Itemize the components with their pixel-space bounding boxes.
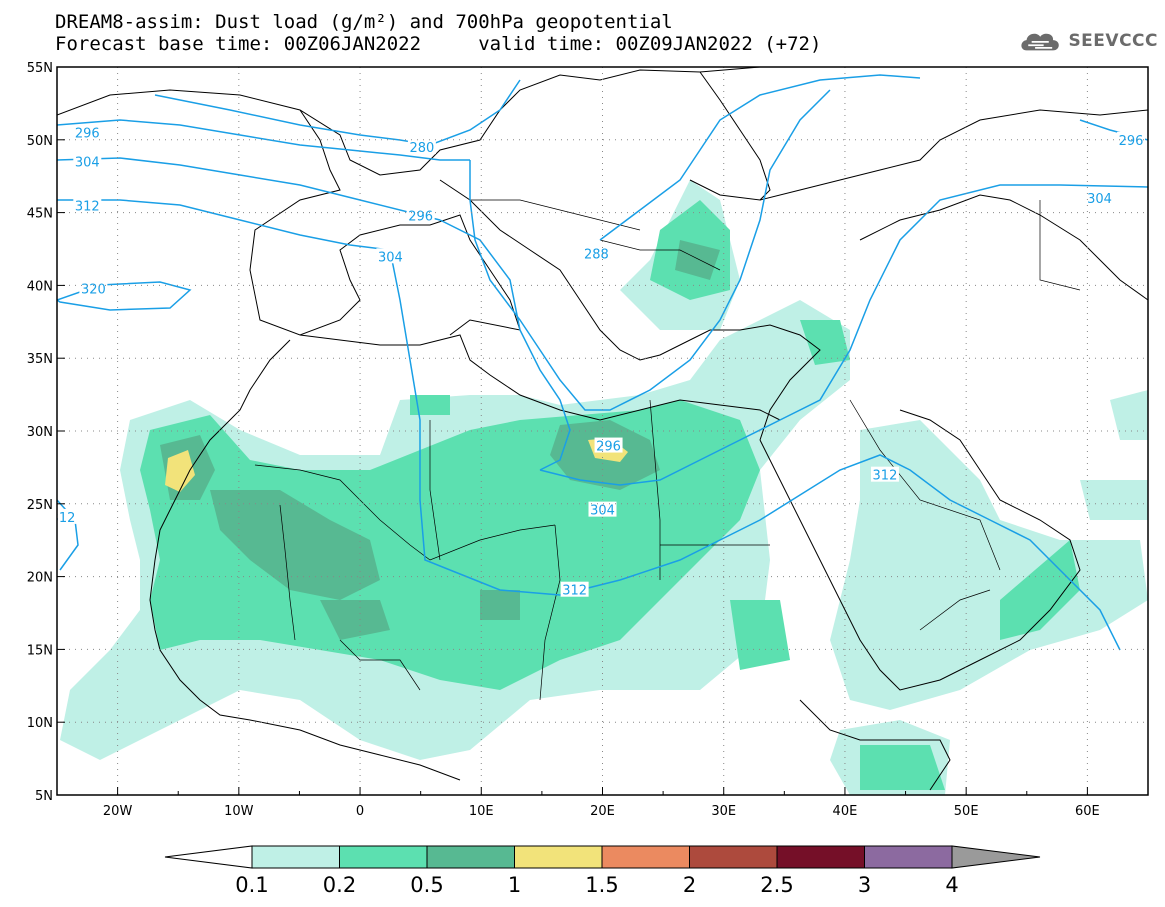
lat-tick-label: 25N <box>27 498 53 513</box>
contour-label: 320 <box>81 282 106 297</box>
lat-tick-label: 10N <box>27 716 53 731</box>
contour-label: 304 <box>75 156 100 171</box>
lat-tick-label: 50N <box>27 134 53 149</box>
contour-label-bg <box>73 197 102 213</box>
colorbar-under-arrow <box>164 845 253 869</box>
map-axes: 20W 10W 0 10E 20E 30E 40E 50E 60E 55N 50N 45N 40N 35N… <box>27 61 1149 819</box>
colorbar-over-arrow <box>951 845 1041 869</box>
colorbar-swatch <box>251 845 340 869</box>
lat-tick-label: 35N <box>27 352 53 367</box>
lat-tick-label: 40N <box>27 279 53 294</box>
colorbar-swatch <box>601 845 690 869</box>
contour-label-bg <box>870 466 899 482</box>
contour-label: 288 <box>584 247 609 262</box>
contour-label-bg <box>582 245 611 261</box>
colorbar-swatch <box>426 845 515 869</box>
seevccc-logo: SEEVCCC <box>1018 25 1158 57</box>
colorbar-tick-label: 1.5 <box>585 873 618 897</box>
cloud-icon <box>1021 33 1059 51</box>
colorbar-tick-label: 2.5 <box>760 873 793 897</box>
contour-label: 304 <box>378 250 403 265</box>
colorbar-tick-label: 3 <box>858 873 871 897</box>
colorbar-tick-label: 1 <box>508 873 521 897</box>
lon-tick-label: 10E <box>469 804 494 819</box>
contour-label-bg <box>407 139 436 155</box>
contour-label: 296 <box>1119 134 1144 149</box>
lon-tick-label: 20W <box>103 804 133 819</box>
contour-label-bg <box>73 153 102 169</box>
lon-tick-label: 0 <box>356 804 364 819</box>
lat-tick-label: 30N <box>27 425 53 440</box>
contour-label: 304 <box>1087 192 1112 207</box>
coastlines <box>57 67 1148 791</box>
colorbar-swatch <box>514 845 603 869</box>
lon-tick-label: 50E <box>954 804 979 819</box>
country-borders <box>254 199 1081 701</box>
contour-label: 312 <box>562 584 587 599</box>
logo-text: SEEVCCC <box>1068 31 1158 51</box>
contour-label-bg <box>594 437 623 453</box>
colorbar-swatch <box>776 845 865 869</box>
contour-label-bg <box>73 124 102 140</box>
colorbar: 0.1 0.2 0.5 1 1.5 2 2.5 3 4 <box>164 845 1041 897</box>
map-title-line2: Forecast base time: 00Z06JAN2022 valid t… <box>55 33 822 55</box>
colorbar-tick-label: 2 <box>683 873 696 897</box>
colorbar-tick-label: 0.1 <box>235 873 268 897</box>
lon-tick-label: 20E <box>590 804 615 819</box>
colorbar-swatch <box>339 845 428 869</box>
contour-label-bg <box>1085 190 1114 206</box>
colorbar-tick-label: 0.2 <box>323 873 356 897</box>
lon-tick-label: 60E <box>1075 804 1100 819</box>
colorbar-swatch <box>689 845 778 869</box>
contour-label: 280 <box>409 141 434 156</box>
lon-tick-label: 30E <box>711 804 736 819</box>
contour-label-bg <box>406 207 435 223</box>
colorbar-tick-label: 4 <box>945 873 958 897</box>
contour-label: 296 <box>408 210 433 225</box>
contour-label: 312 <box>873 469 898 484</box>
lat-tick-label: 55N <box>27 61 53 76</box>
map-title-line1: DREAM8-assim: Dust load (g/m²) and 700hP… <box>55 11 673 33</box>
map-gridlines <box>57 67 1148 795</box>
contour-label-bg <box>376 248 405 264</box>
contour-label: 312 <box>75 199 100 214</box>
lon-tick-label: 10W <box>224 804 254 819</box>
lon-tick-label: 40E <box>833 804 858 819</box>
contour-label: 312 <box>51 511 76 526</box>
contour-label-bg <box>560 581 589 597</box>
contour-label-bg <box>588 501 617 517</box>
contour-label-bg <box>57 508 78 524</box>
lat-tick-label: 45N <box>27 207 53 222</box>
lat-tick-label: 15N <box>27 643 53 658</box>
colorbar-swatch <box>864 845 953 869</box>
contour-label: 296 <box>75 127 100 142</box>
lat-tick-label: 5N <box>35 789 53 804</box>
contour-label: 296 <box>596 440 621 455</box>
colorbar-tick-label: 0.5 <box>410 873 443 897</box>
contour-label-bg <box>79 280 108 296</box>
lat-tick-label: 20N <box>27 571 53 586</box>
